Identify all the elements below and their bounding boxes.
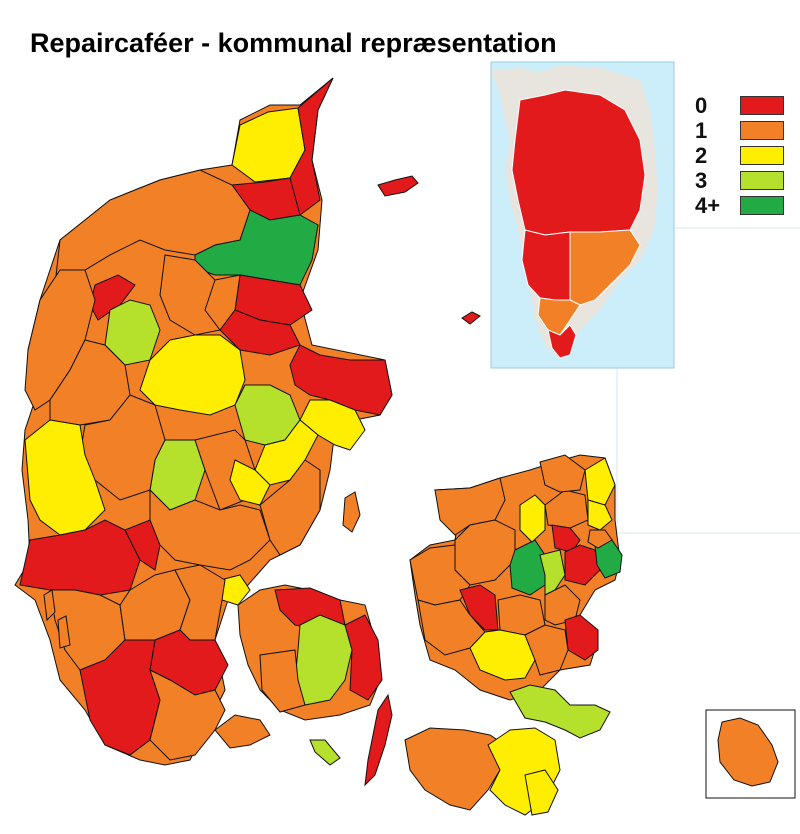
legend-swatch: [740, 171, 784, 190]
region-frederikssund: [519, 494, 546, 543]
greenland-tip: [547, 324, 577, 359]
region-sonderborg: [214, 714, 271, 749]
legend-item-2: 2: [695, 143, 795, 168]
legend-item-1: 1: [695, 118, 795, 143]
region-thisted: [54, 169, 251, 286]
legend-swatch: [740, 96, 784, 115]
region-aero: [309, 739, 341, 766]
bornholm-inset: [705, 709, 796, 799]
legend-label: 2: [695, 142, 708, 168]
region-nyborg: [344, 614, 383, 701]
legend-label: 1: [695, 117, 708, 143]
legend-label: 0: [695, 92, 708, 118]
island-romo: [57, 615, 71, 649]
region-faaborg: [259, 649, 306, 713]
legend-item-3: 3: [695, 168, 795, 193]
greenland-north: [511, 89, 646, 236]
region-samso: [342, 491, 361, 533]
map-title: Repaircaféer - kommunal repræsentation: [30, 28, 557, 58]
greenland-south: [537, 297, 581, 336]
region-fredensborg: [587, 499, 613, 531]
legend-item-4: 4+: [695, 193, 795, 218]
region-langeland: [364, 693, 393, 787]
legend-item-0: 0: [695, 93, 795, 118]
legend-swatch: [740, 196, 784, 215]
region-horsens-coast: [259, 459, 321, 556]
region-vordingborg: [509, 684, 611, 739]
region-viborg: [139, 334, 246, 416]
region-roskilde: [509, 539, 546, 596]
region-djursland: [289, 344, 393, 416]
region-ringkobing: [24, 419, 106, 536]
region-kongensLyngby: [587, 529, 613, 549]
island-fanoe: [43, 589, 56, 622]
region-syddjurs: [299, 399, 366, 451]
map-legend: 0 1 2 3 4+: [695, 93, 795, 218]
region-randers: [219, 309, 301, 356]
region-billund: [124, 519, 161, 571]
region-vejle: [149, 488, 271, 571]
region-laeso: [377, 175, 419, 197]
region-helsingor: [584, 457, 616, 506]
region-falster-south: [524, 769, 559, 816]
region-bornholm: [717, 717, 779, 787]
region-varde: [19, 519, 141, 596]
legend-label: 4+: [695, 192, 721, 218]
region-anholt: [461, 311, 481, 325]
region-lolland: [404, 727, 506, 811]
legend-swatch: [740, 146, 784, 165]
region-allerod: [551, 524, 581, 553]
legend-swatch: [740, 121, 784, 140]
region-faxe: [524, 624, 569, 676]
greenland-inset: [490, 61, 675, 369]
region-gribskov: [539, 454, 586, 493]
legend-label: 3: [695, 167, 708, 193]
